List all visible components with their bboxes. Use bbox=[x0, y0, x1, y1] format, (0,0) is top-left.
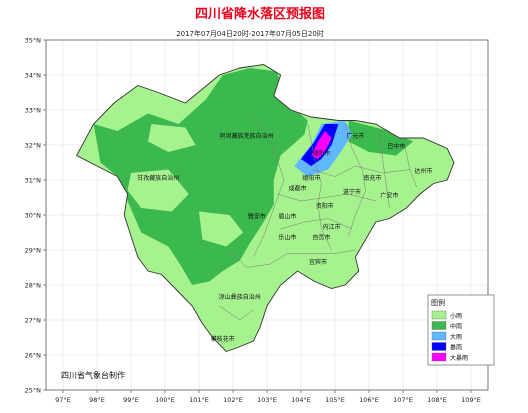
prefecture-boundary bbox=[253, 179, 285, 258]
place-label: 绵阳市 bbox=[312, 150, 330, 158]
lon-tick-label: 102°E bbox=[223, 396, 243, 404]
heavy-rainstorm-area bbox=[311, 131, 332, 159]
place-label: 自贡市 bbox=[312, 234, 330, 242]
lon-tick-label: 103°E bbox=[257, 396, 277, 404]
legend-swatch bbox=[431, 321, 447, 330]
place-label: 德阳市 bbox=[302, 174, 320, 182]
prefecture-boundary bbox=[219, 305, 254, 321]
prefecture-boundary bbox=[277, 193, 376, 202]
legend-swatch bbox=[431, 310, 447, 320]
place-label: 眉山市 bbox=[278, 213, 296, 221]
province-outline bbox=[75, 64, 455, 353]
lon-tick-label: 98°E bbox=[89, 396, 105, 404]
map-title: 四川省降水落区预报图 bbox=[195, 6, 325, 22]
place-label: 阿坝藏族羌族自治州 bbox=[220, 132, 274, 140]
place-label: 成都市 bbox=[289, 185, 307, 193]
place-label: 广元市 bbox=[346, 132, 364, 140]
map-credit: 四川省气象台制作 bbox=[61, 370, 125, 380]
prefecture-boundary bbox=[307, 123, 332, 251]
lon-tick-label: 105°E bbox=[325, 396, 345, 404]
lon-tick-label: 104°E bbox=[291, 396, 311, 404]
place-label: 雅安市 bbox=[248, 213, 266, 221]
lon-tick-label: 101°E bbox=[189, 396, 209, 404]
lat-tick-label: 32°N bbox=[25, 142, 42, 150]
lat-tick-label: 28°N bbox=[25, 282, 42, 290]
place-label: 甘孜藏族自治州 bbox=[137, 174, 179, 182]
lon-tick-label: 108°E bbox=[427, 396, 447, 404]
prefecture-boundary bbox=[344, 123, 366, 237]
lat-tick-label: 31°N bbox=[25, 177, 42, 185]
lat-tick-label: 27°N bbox=[25, 317, 42, 325]
light-rain-patch bbox=[127, 169, 189, 212]
lon-tick-label: 99°E bbox=[123, 396, 139, 404]
lat-tick-label: 30°N bbox=[25, 212, 42, 220]
lon-tick-label: 106°E bbox=[359, 396, 379, 404]
lon-tick-label: 107°E bbox=[393, 396, 413, 404]
lat-tick-label: 25°N bbox=[25, 387, 42, 395]
place-label: 广安市 bbox=[380, 192, 398, 200]
prefecture-boundary bbox=[378, 130, 390, 209]
place-label: 遂宁市 bbox=[343, 188, 361, 196]
legend-label: 大暴雨 bbox=[450, 354, 468, 362]
rainfall-area-layer bbox=[93, 68, 414, 285]
place-label: 资阳市 bbox=[316, 202, 334, 210]
lon-tick-label: 97°E bbox=[55, 396, 71, 404]
lat-tick-label: 35°N bbox=[25, 37, 42, 45]
lat-tick-label: 26°N bbox=[25, 352, 42, 360]
place-label: 攀枝花市 bbox=[211, 335, 235, 343]
prefecture-boundary bbox=[229, 249, 288, 268]
light-rain-patch bbox=[199, 211, 244, 247]
axis-tick-layer: 97°E 98°E 99°E 100°E 101°E 102°E 103°E 104°E 105… bbox=[25, 37, 481, 405]
place-label: 乐山市 bbox=[278, 234, 296, 242]
place-label: 达州市 bbox=[414, 167, 432, 175]
legend-label: 暴雨 bbox=[450, 345, 462, 352]
place-label: 宜宾市 bbox=[309, 258, 327, 266]
moderate-rain-area-north bbox=[348, 120, 414, 156]
lat-tick-label: 29°N bbox=[25, 247, 42, 255]
city-boundary-lines bbox=[75, 64, 455, 353]
prefecture-boundary bbox=[249, 113, 285, 181]
legend-label: 大雨 bbox=[450, 333, 462, 341]
legend-swatch bbox=[431, 331, 447, 341]
place-label: 巴中市 bbox=[387, 143, 405, 151]
map-subtitle: 2017年07月04日20时-2017年07月05日20时 bbox=[176, 29, 324, 38]
legend-label: 小雨 bbox=[450, 312, 462, 320]
legend-swatch bbox=[431, 342, 447, 351]
legend-title: 图例 bbox=[431, 298, 445, 307]
prefecture-boundary bbox=[311, 165, 410, 177]
prefecture-boundary bbox=[287, 249, 356, 254]
place-label: 南充市 bbox=[363, 174, 381, 182]
prefecture-boundary bbox=[280, 218, 353, 230]
lat-tick-label: 34°N bbox=[25, 72, 42, 80]
legend-swatch bbox=[431, 352, 447, 362]
lat-tick-label: 33°N bbox=[25, 107, 42, 115]
lon-tick-label: 109°E bbox=[461, 396, 481, 404]
legend-label: 中雨 bbox=[450, 323, 462, 331]
place-label: 凉山彝族自治州 bbox=[219, 293, 261, 301]
moderate-rain-area bbox=[93, 68, 308, 285]
light-rain-patch bbox=[148, 124, 196, 152]
lon-tick-label: 100°E bbox=[155, 396, 175, 404]
place-label: 内江市 bbox=[323, 223, 341, 231]
